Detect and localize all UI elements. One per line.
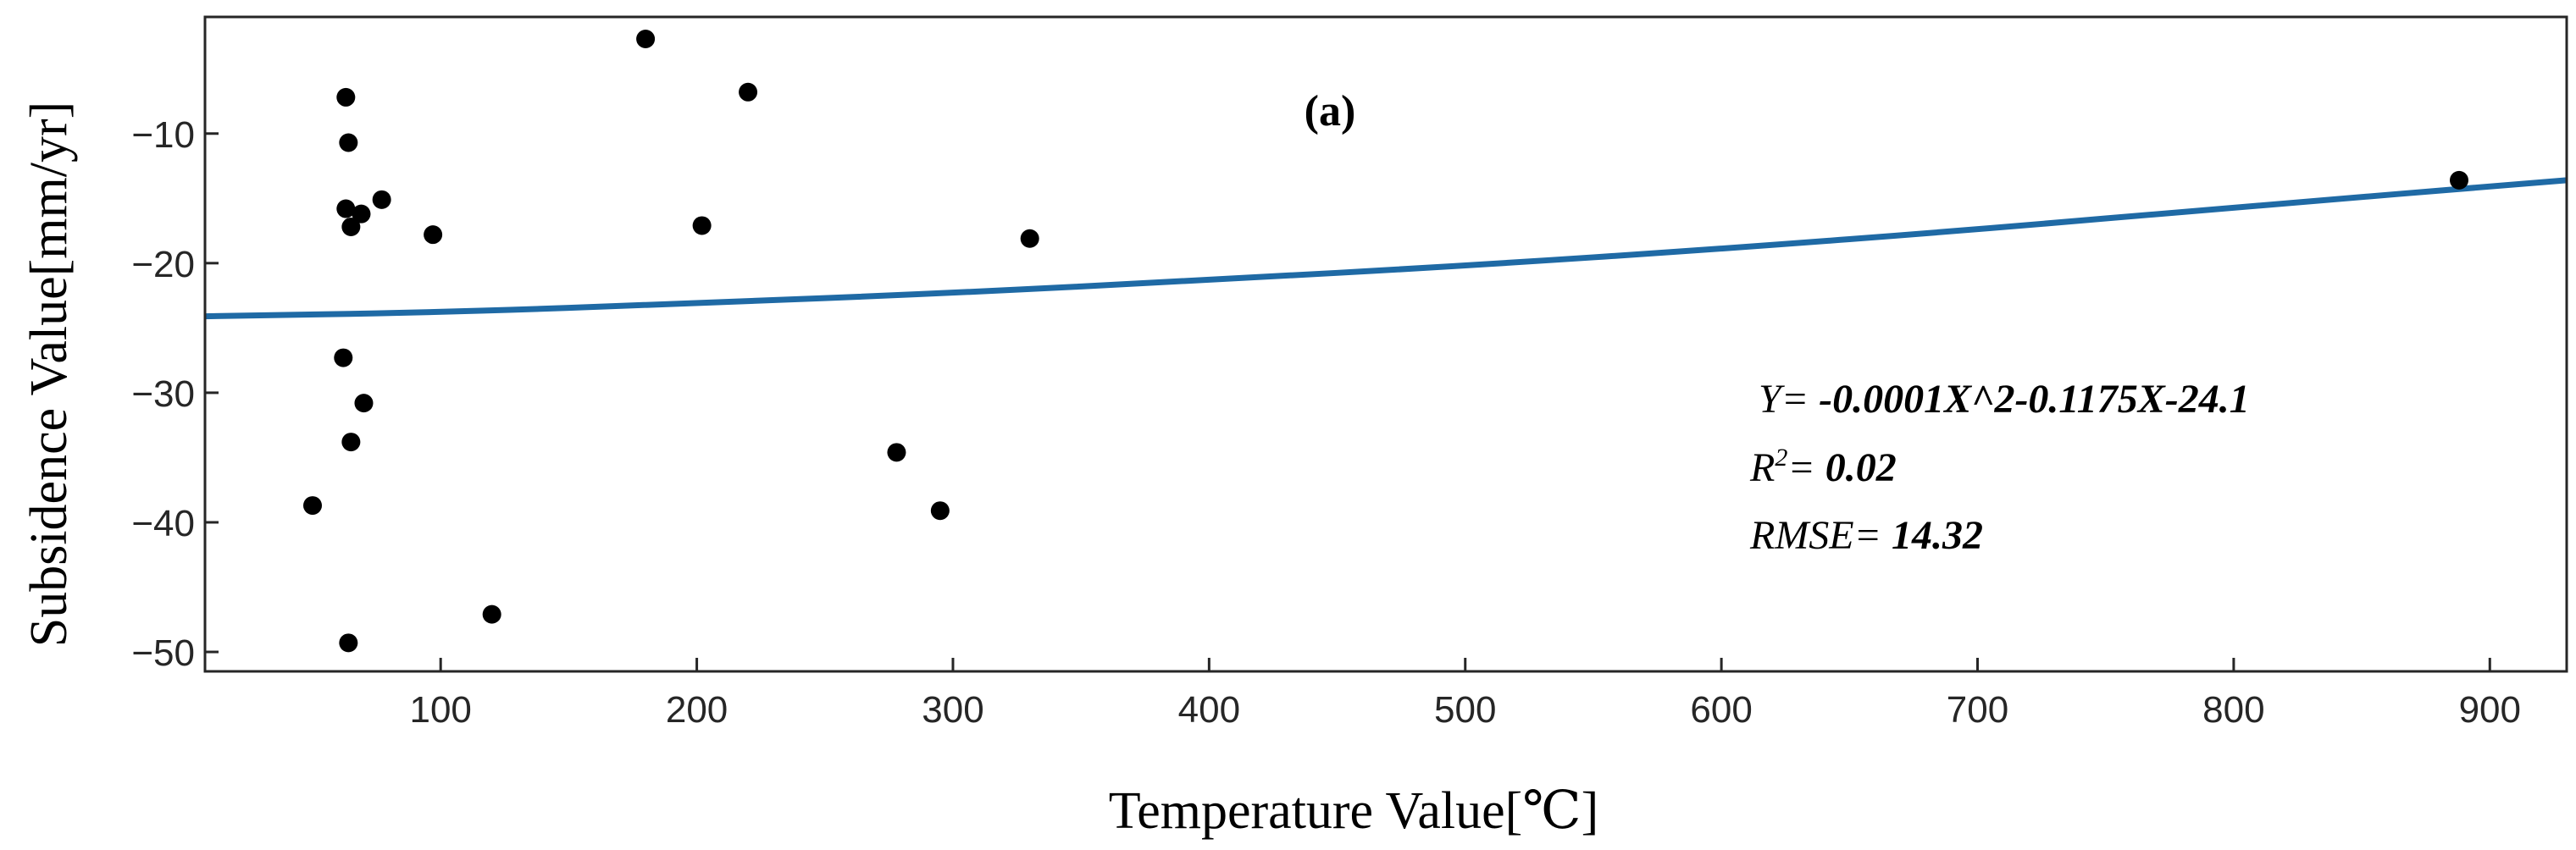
data-point [692,216,712,235]
data-point [372,190,391,209]
x-tick-label: 600 [1690,689,1752,731]
x-tick-label: 500 [1434,689,1496,731]
data-point [336,87,356,107]
rmse-value: 14.32 [1892,513,1983,558]
rmse: RMSE= 14.32 [1749,513,1983,558]
r-squared-equals: = [1787,445,1825,490]
rmse-label: RMSE= [1749,513,1892,558]
y-axis-title: Subsidence Value[mm/yr] [20,102,78,648]
plot-area-frame [203,15,2568,673]
r-squared-superscript: 2 [1775,444,1787,472]
data-point [739,82,758,102]
data-point [341,433,361,452]
data-point [424,225,443,245]
y-tick-label: −50 [131,632,195,674]
x-axis-title: Temperature Value[℃] [1109,782,1599,840]
fit-equation: Y= -0.0001X^2-0.1175X-24.1 [1759,377,2250,422]
data-point [339,633,358,653]
y-tick-label: −10 [131,114,195,156]
y-tick-label: −40 [131,503,195,544]
data-point [1020,229,1039,248]
x-axis-ticks: 100 200 300 400 500 600 700 800 900 [409,658,2521,731]
fit-equation-label: Y= [1759,377,1819,422]
fit-curve [204,177,2568,320]
data-points [303,30,2468,653]
r-squared: R2= 0.02 [1749,444,1897,490]
data-point [354,394,374,413]
data-point [482,604,501,624]
data-point [303,496,323,516]
x-tick-label: 300 [922,689,983,731]
x-tick-label: 900 [2459,689,2521,731]
data-point [334,348,353,367]
data-point [2449,170,2468,190]
x-tick-label: 800 [2202,689,2264,731]
data-point [352,204,371,224]
x-tick-label: 700 [1947,689,2008,731]
r-squared-label: R [1749,445,1775,490]
data-point [339,133,358,152]
data-point [636,30,656,49]
y-axis-ticks: −50 −40 −30 −20 −10 [131,114,219,674]
data-point [930,501,950,521]
data-point [887,443,906,462]
data-point [341,217,361,236]
x-tick-label: 100 [409,689,471,731]
y-tick-label: −20 [131,244,195,285]
y-tick-label: −30 [131,373,195,415]
r-squared-value: 0.02 [1825,445,1897,490]
x-tick-label: 200 [666,689,728,731]
fit-equation-value: -0.0001X^2-0.1175X-24.1 [1819,377,2250,422]
data-point [336,199,356,218]
panel-label: (a) [1305,87,1356,135]
x-tick-label: 400 [1178,689,1240,731]
